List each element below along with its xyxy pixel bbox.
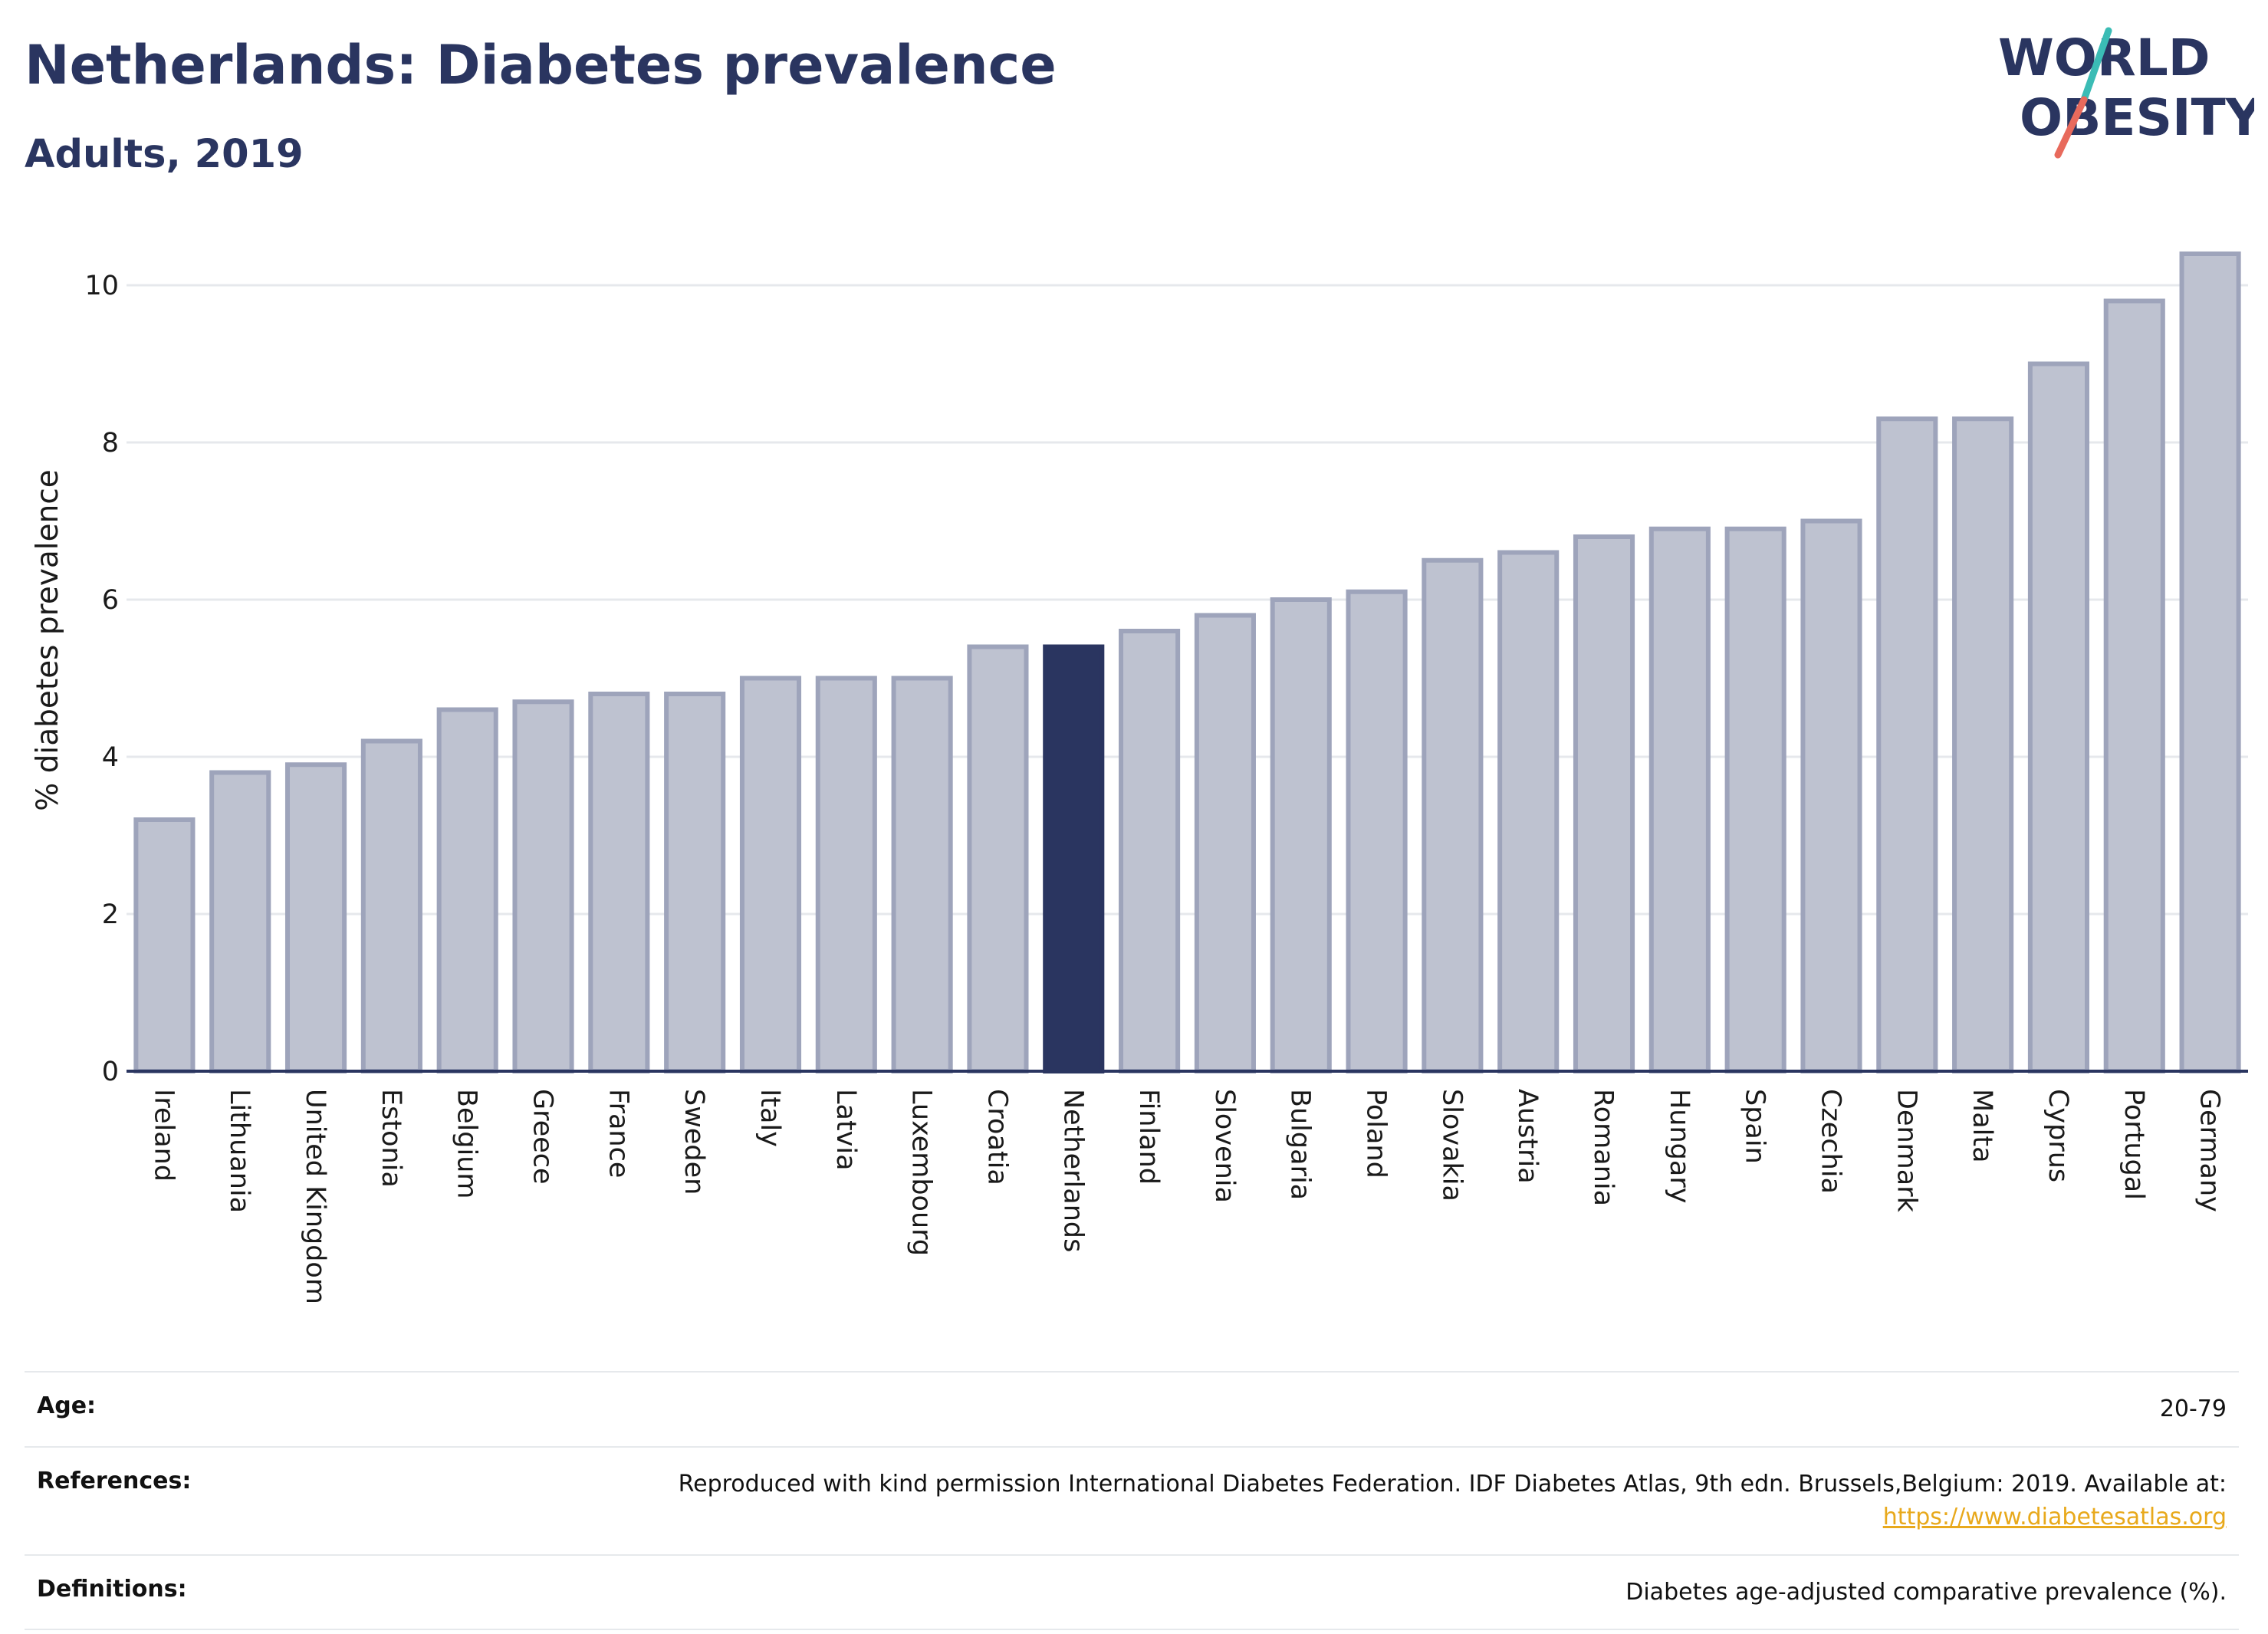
- logo-slash-coral: [2054, 96, 2088, 159]
- x-tick-label: Ireland: [148, 1089, 179, 1182]
- y-tick-label: 10: [84, 271, 119, 301]
- x-tick-label: Slovenia: [1209, 1089, 1240, 1203]
- definitions-value: Diabetes age-adjusted comparative preval…: [356, 1553, 2239, 1630]
- x-tick-label: Luxembourg: [906, 1089, 937, 1256]
- page-subtitle: Adults, 2019: [25, 132, 304, 177]
- bar-spain: [1724, 526, 1786, 1073]
- bar-belgium: [436, 707, 498, 1073]
- info-row-references: References: Reproduced with kind permiss…: [25, 1445, 2239, 1556]
- x-tick-label: Greece: [528, 1089, 558, 1185]
- y-axis-ticks: 0 2 4 6 8 10: [84, 271, 119, 1087]
- x-tick-label: Germany: [2194, 1089, 2225, 1212]
- bar-denmark: [1876, 416, 1938, 1073]
- y-axis-title: % diabetes prevalence: [31, 469, 65, 811]
- bar-croatia: [967, 644, 1029, 1073]
- x-tick-label: Italy: [754, 1089, 785, 1147]
- x-tick-label: Cyprus: [2043, 1089, 2073, 1182]
- bar-slovenia: [1194, 613, 1256, 1073]
- x-axis-labels: Ireland Lithuania United Kingdom Estonia Bel…: [148, 1089, 2224, 1304]
- y-tick-label: 6: [102, 585, 119, 616]
- info-row-age: Age: 20-79: [25, 1371, 2239, 1448]
- bar-united-kingdom: [284, 762, 347, 1073]
- bar-netherlands: [1043, 644, 1105, 1073]
- x-tick-label: Netherlands: [1057, 1089, 1088, 1252]
- bar-bulgaria: [1270, 597, 1332, 1073]
- logo-line2: OBESITY: [2020, 88, 2254, 147]
- x-tick-label: Austria: [1512, 1089, 1543, 1184]
- page-title: Netherlands: Diabetes prevalence: [25, 34, 1057, 97]
- x-tick-label: Denmark: [1891, 1089, 1921, 1213]
- x-tick-label: Hungary: [1664, 1089, 1694, 1203]
- x-tick-label: United Kingdom: [300, 1089, 330, 1304]
- definitions-label: Definitions:: [25, 1553, 356, 1630]
- bar-cyprus: [2027, 361, 2090, 1073]
- bar-romania: [1573, 534, 1635, 1073]
- y-tick-label: 0: [102, 1057, 119, 1087]
- y-tick-label: 4: [102, 742, 119, 773]
- x-tick-label: Slovakia: [1436, 1089, 1467, 1202]
- x-tick-label: Romania: [1588, 1089, 1619, 1206]
- x-tick-label: Lithuania: [224, 1089, 255, 1213]
- x-tick-label: Latvia: [830, 1089, 861, 1171]
- bar-slovakia: [1422, 557, 1484, 1073]
- bars: [133, 252, 2241, 1073]
- bar-greece: [512, 699, 574, 1073]
- bar-austria: [1497, 550, 1560, 1073]
- bar-ireland: [133, 817, 196, 1073]
- bar-estonia: [360, 738, 422, 1073]
- bar-latvia: [815, 676, 877, 1073]
- x-tick-label: France: [603, 1089, 633, 1178]
- age-label: Age:: [25, 1371, 356, 1448]
- bar-czechia: [1800, 518, 1862, 1073]
- age-value: 20-79: [356, 1371, 2239, 1448]
- bar-luxembourg: [891, 676, 953, 1073]
- x-tick-label: Portugal: [2118, 1089, 2149, 1200]
- x-tick-label: Estonia: [376, 1089, 406, 1188]
- bar-italy: [739, 676, 802, 1073]
- y-tick-label: 2: [102, 899, 119, 930]
- bar-malta: [1952, 416, 2014, 1073]
- bar-france: [588, 692, 650, 1073]
- bar-poland: [1346, 589, 1408, 1073]
- bar-chart: 0 2 4 6 8 10 % diabetes prevalence Ireland Lit…: [31, 252, 2248, 1304]
- bar-sweden: [664, 692, 726, 1073]
- bar-hungary: [1648, 526, 1711, 1073]
- references-label: References:: [25, 1445, 356, 1556]
- info-table: Age: 20-79 References: Reproduced with k…: [25, 1371, 2239, 1630]
- bar-finland: [1119, 629, 1181, 1073]
- x-tick-label: Malta: [1967, 1089, 1997, 1163]
- info-row-definitions: Definitions: Diabetes age-adjusted compa…: [25, 1553, 2239, 1630]
- x-tick-label: Finland: [1133, 1089, 1164, 1185]
- references-text: Reproduced with kind permission Internat…: [678, 1470, 2227, 1498]
- x-tick-label: Sweden: [679, 1089, 709, 1195]
- x-tick-label: Czechia: [1815, 1089, 1846, 1194]
- y-tick-label: 8: [102, 428, 119, 459]
- x-tick-label: Croatia: [981, 1089, 1012, 1185]
- logo-slash-teal: [2080, 27, 2112, 104]
- bar-germany: [2179, 252, 2241, 1073]
- bar-portugal: [2103, 298, 2165, 1073]
- x-tick-label: Spain: [1740, 1089, 1770, 1164]
- diabetes-atlas-link[interactable]: https://www.diabetesatlas.org: [1882, 1504, 2227, 1530]
- bar-lithuania: [209, 770, 271, 1073]
- x-tick-label: Bulgaria: [1285, 1089, 1316, 1200]
- world-obesity-logo: WORLD OBESITY: [1998, 27, 2254, 159]
- x-tick-label: Poland: [1361, 1089, 1392, 1179]
- references-value: Reproduced with kind permission Internat…: [356, 1445, 2239, 1556]
- x-tick-label: Belgium: [452, 1089, 482, 1199]
